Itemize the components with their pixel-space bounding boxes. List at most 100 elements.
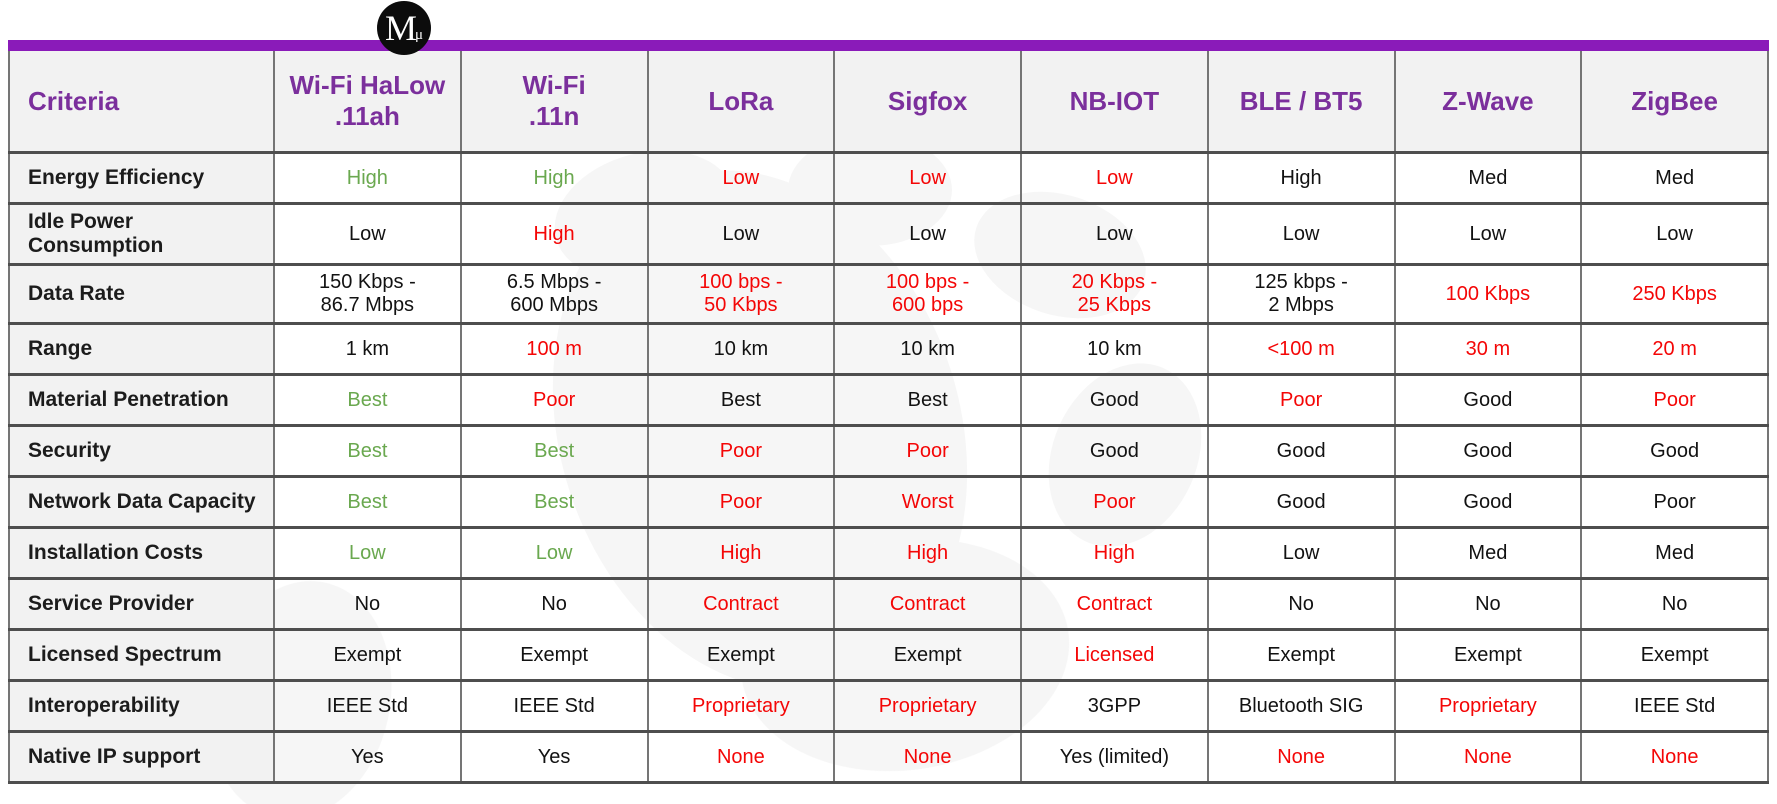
cell-wifi-halow: Best: [273, 373, 462, 427]
cell-nb-iot: Yes (limited): [1020, 730, 1209, 784]
table-row: Native IP support Yes Yes None None Yes (limi…: [8, 730, 1769, 784]
cell-wifi-n: Low: [459, 526, 649, 580]
cell-nb-iot: 20 Kbps - 25 Kbps: [1020, 263, 1209, 325]
cell-sigfox: Exempt: [833, 628, 1022, 682]
cell-wifi-halow: High: [273, 151, 462, 205]
row-label: Data Rate: [8, 263, 275, 325]
table-row: Interoperability IEEE Std IEEE Std Propriet…: [8, 679, 1769, 733]
table-body: Energy Efficiency High High Low Low Low High Me…: [8, 151, 1769, 784]
cell-nb-iot: Good: [1020, 424, 1209, 478]
accent-bar: [8, 40, 1769, 51]
cell-wifi-n: Best: [459, 424, 649, 478]
cell-lora: Best: [646, 373, 836, 427]
cell-z-wave: Exempt: [1393, 628, 1583, 682]
table-row: Material Penetration Best Poor Best Best Good…: [8, 373, 1769, 427]
row-label: Installation Costs: [8, 526, 275, 580]
cell-zigbee: Med: [1580, 526, 1769, 580]
cell-lora: High: [646, 526, 836, 580]
cell-wifi-n: IEEE Std: [459, 679, 649, 733]
cell-zigbee: IEEE Std: [1580, 679, 1769, 733]
column-header-lora: LoRa: [646, 51, 836, 154]
row-label: Licensed Spectrum: [8, 628, 275, 682]
column-header-nb-iot: NB-IOT: [1020, 51, 1209, 154]
column-header-z-wave: Z-Wave: [1393, 51, 1583, 154]
cell-wifi-n: Best: [459, 475, 649, 529]
cell-ble-bt5: Low: [1206, 202, 1396, 266]
cell-wifi-n: 6.5 Mbps - 600 Mbps: [459, 263, 649, 325]
cell-wifi-halow: IEEE Std: [273, 679, 462, 733]
cell-wifi-halow: Best: [273, 424, 462, 478]
cell-sigfox: Contract: [833, 577, 1022, 631]
cell-ble-bt5: Exempt: [1206, 628, 1396, 682]
cell-lora: Poor: [646, 475, 836, 529]
table-header: Criteria Wi-Fi HaLow .11ah Wi-Fi .11n LoRa S…: [8, 51, 1769, 154]
cell-sigfox: 100 bps - 600 bps: [833, 263, 1022, 325]
cell-lora: 10 km: [646, 322, 836, 376]
cell-lora: Exempt: [646, 628, 836, 682]
cell-nb-iot: High: [1020, 526, 1209, 580]
cell-z-wave: 30 m: [1393, 322, 1583, 376]
table-row: Data Rate 150 Kbps - 86.7 Mbps 6.5 Mbps - …: [8, 263, 1769, 325]
table-row: Idle Power Consumption Low High Low Low Low Lo…: [8, 202, 1769, 266]
column-header-wifi-halow: Wi-Fi HaLow .11ah: [273, 51, 462, 154]
table-row: Service Provider No No Contract Contract Cont…: [8, 577, 1769, 631]
header-row: Criteria Wi-Fi HaLow .11ah Wi-Fi .11n LoRa S…: [8, 51, 1769, 154]
column-header-criteria: Criteria: [8, 51, 275, 154]
cell-lora: Poor: [646, 424, 836, 478]
cell-ble-bt5: Good: [1206, 475, 1396, 529]
table-row: Installation Costs Low Low High High High Low M…: [8, 526, 1769, 580]
cell-z-wave: Good: [1393, 424, 1583, 478]
logo-letter: M: [384, 8, 417, 48]
cell-zigbee: 20 m: [1580, 322, 1769, 376]
cell-wifi-n: High: [459, 202, 649, 266]
cell-lora: 100 bps - 50 Kbps: [646, 263, 836, 325]
cell-z-wave: Good: [1393, 373, 1583, 427]
cell-wifi-n: Exempt: [459, 628, 649, 682]
column-header-zigbee: ZigBee: [1580, 51, 1769, 154]
cell-z-wave: Med: [1393, 526, 1583, 580]
column-header-sigfox: Sigfox: [833, 51, 1022, 154]
table-row: Security Best Best Poor Poor Good Good Good Good: [8, 424, 1769, 478]
cell-wifi-halow: Yes: [273, 730, 462, 784]
cell-nb-iot: Poor: [1020, 475, 1209, 529]
cell-wifi-n: No: [459, 577, 649, 631]
cell-z-wave: 100 Kbps: [1393, 263, 1583, 325]
logo-subscript: μ: [414, 27, 424, 43]
cell-wifi-n: Yes: [459, 730, 649, 784]
cell-sigfox: None: [833, 730, 1022, 784]
cell-ble-bt5: No: [1206, 577, 1396, 631]
cell-zigbee: None: [1580, 730, 1769, 784]
cell-zigbee: 250 Kbps: [1580, 263, 1769, 325]
cell-sigfox: High: [833, 526, 1022, 580]
row-label: Native IP support: [8, 730, 275, 784]
cell-z-wave: Med: [1393, 151, 1583, 205]
row-label: Interoperability: [8, 679, 275, 733]
cell-wifi-halow: 1 km: [273, 322, 462, 376]
cell-wifi-halow: Low: [273, 526, 462, 580]
row-label: Idle Power Consumption: [8, 202, 275, 266]
row-label: Network Data Capacity: [8, 475, 275, 529]
cell-zigbee: Poor: [1580, 475, 1769, 529]
row-label: Range: [8, 322, 275, 376]
comparison-table: Criteria Wi-Fi HaLow .11ah Wi-Fi .11n LoRa S…: [8, 51, 1769, 784]
cell-zigbee: Good: [1580, 424, 1769, 478]
cell-nb-iot: 10 km: [1020, 322, 1209, 376]
cell-ble-bt5: Good: [1206, 424, 1396, 478]
row-label: Material Penetration: [8, 373, 275, 427]
table-row: Energy Efficiency High High Low Low Low High Me…: [8, 151, 1769, 205]
cell-z-wave: Low: [1393, 202, 1583, 266]
cell-wifi-halow: Low: [273, 202, 462, 266]
cell-ble-bt5: Poor: [1206, 373, 1396, 427]
cell-zigbee: Exempt: [1580, 628, 1769, 682]
cell-nb-iot: Low: [1020, 202, 1209, 266]
cell-ble-bt5: None: [1206, 730, 1396, 784]
cell-wifi-n: High: [459, 151, 649, 205]
table-row: Network Data Capacity Best Best Poor Worst Po…: [8, 475, 1769, 529]
cell-lora: Low: [646, 202, 836, 266]
table-row: Licensed Spectrum Exempt Exempt Exempt Exemp…: [8, 628, 1769, 682]
cell-ble-bt5: High: [1206, 151, 1396, 205]
cell-wifi-halow: Exempt: [273, 628, 462, 682]
cell-wifi-n: Poor: [459, 373, 649, 427]
